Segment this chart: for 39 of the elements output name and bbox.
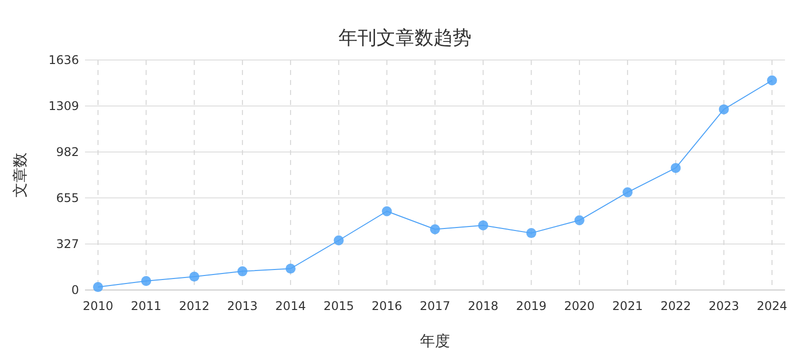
x-tick-label: 2012 [179,299,210,313]
point [286,264,296,274]
chart-title: 年刊文章数趋势 [338,27,472,49]
point [237,266,248,276]
x-tick-label: 2021 [612,299,643,313]
x-tick-label: 2013 [227,299,258,313]
point [478,220,488,230]
y-tick-label: 655 [56,190,79,205]
point [767,75,777,86]
x-tick-label: 2024 [756,299,788,313]
x-tick-label: 2014 [275,299,306,313]
x-tick-label: 2018 [468,299,498,313]
point [334,235,344,246]
x-tick-label: 2010 [82,299,114,313]
point [141,276,152,286]
point [93,282,103,292]
x-tick-label: 2020 [564,299,595,313]
point [189,272,200,282]
point [718,104,729,114]
y-tick-label: 1636 [48,53,79,67]
x-tick-label: 2022 [660,299,691,313]
point [382,206,392,216]
y-axis-title: 文章数 [11,152,29,198]
y-tick-label: 1309 [48,98,79,113]
x-axis-title: 年度 [420,332,450,350]
x-tick-label: 2017 [420,299,450,313]
point [670,162,681,173]
x-tick-label: 2015 [323,299,354,313]
y-tick-label: 327 [56,237,79,252]
point [622,187,633,198]
x-tick-label: 2023 [708,299,740,313]
x-tick-label: 2016 [372,299,402,313]
point [526,228,536,238]
x-tick-label: 2019 [516,299,547,313]
x-tick-label: 2011 [130,299,162,313]
point [430,224,440,234]
y-tick-label: 0 [71,283,79,297]
y-tick-label: 982 [56,144,79,159]
point [574,215,584,226]
